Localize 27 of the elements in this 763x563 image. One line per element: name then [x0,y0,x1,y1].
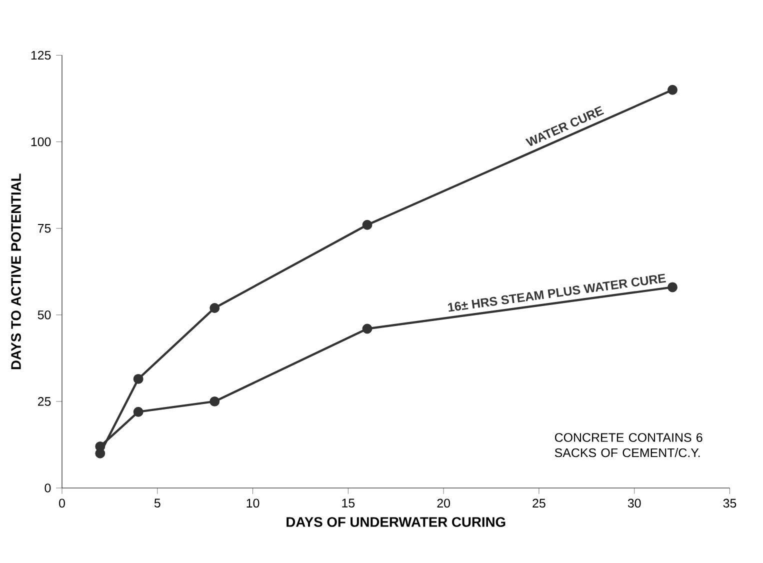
point [668,282,678,292]
x-tick-label: 15 [342,498,355,508]
y-tick-label: 25 [38,397,51,406]
y-tick-label: 75 [38,224,51,233]
y-tick-label: 0 [44,484,51,492]
point [210,302,220,313]
x-tick-label: 5 [154,498,160,508]
point [133,374,144,384]
x-tick-label: 0 [59,498,65,508]
point [95,441,106,452]
point [362,324,372,334]
point [668,84,678,95]
y-axis-title: DAYS TO ACTIVE POTENTIAL [11,174,21,370]
y-tick-label: 125 [31,50,51,60]
x-tick-label: 30 [628,498,641,508]
x-tick-label: 10 [246,498,260,508]
y-tick-label: 100 [31,137,51,146]
x-axis-title: DAYS OF UNDERWATER CURING [286,517,506,527]
y-tick-label: 50 [38,310,51,320]
x-tick-label: 25 [532,498,546,508]
text: 16± HRS STEAM PLUS WATER CURE [448,274,666,312]
x-tick-label: 35 [723,498,736,508]
point [210,396,220,406]
point [133,406,144,417]
annotation: CONCRETE CONTAINS 6 SACKS OF CEMENT/C.Y. [554,433,702,458]
point [362,220,372,230]
x-tick-label: 20 [437,498,450,508]
